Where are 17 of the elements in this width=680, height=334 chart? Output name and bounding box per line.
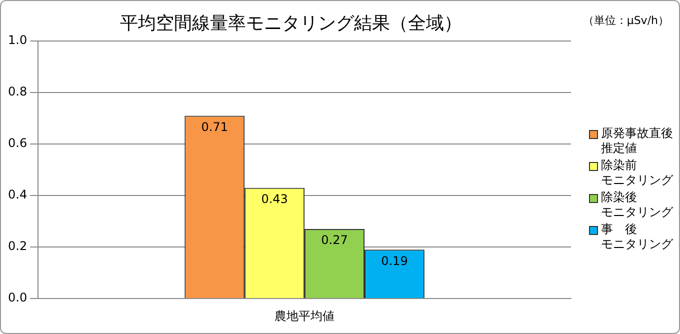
chart-title: 平均空間線量率モニタリング結果（全域） <box>119 12 463 35</box>
y-tick-label: 0.4 <box>8 188 28 202</box>
data-label: 0.19 <box>381 254 408 268</box>
y-tick-label: 1.0 <box>8 33 28 48</box>
data-label: 0.27 <box>321 233 348 248</box>
data-label: 0.71 <box>201 120 228 134</box>
x-tick-label: 農地平均値 <box>274 308 335 323</box>
data-label: 0.43 <box>261 192 288 206</box>
y-tick-label: 0.6 <box>8 136 28 150</box>
legend-label: 事 後モニタリング <box>601 222 674 252</box>
text: （単位：μSv/h） <box>582 13 669 28</box>
y-tick-label: 0.2 <box>8 239 28 254</box>
legend-label: 原発事故直後推定値 <box>601 126 674 156</box>
y-tick-label: 0.0 <box>8 290 28 305</box>
y-tick-label: 0.8 <box>8 84 28 99</box>
legend-label: 除染前モニタリング <box>601 158 674 188</box>
legend-label: 除染後モニタリング <box>601 190 674 220</box>
